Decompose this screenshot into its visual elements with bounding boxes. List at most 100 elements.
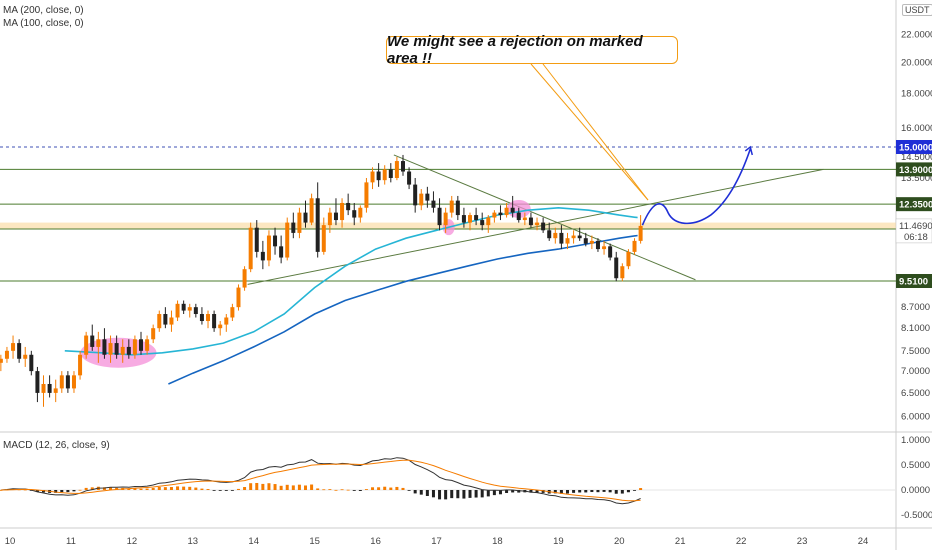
candle-body[interactable] [522,217,527,221]
candle-body[interactable] [102,339,107,355]
candle-body[interactable] [632,240,637,252]
candle-body[interactable] [53,388,58,393]
candle-body[interactable] [266,235,271,261]
candle-body[interactable] [565,238,570,244]
candle-body[interactable] [248,227,253,270]
candle-body[interactable] [535,222,540,226]
candle-body[interactable] [17,343,22,359]
candle-body[interactable] [620,266,625,279]
candle-body[interactable] [614,257,619,279]
candle-body[interactable] [236,287,241,308]
candle-body[interactable] [468,215,473,223]
candle-body[interactable] [4,350,9,359]
candle-body[interactable] [90,335,95,347]
candle-body[interactable] [108,343,113,355]
candle-body[interactable] [455,200,460,216]
candle-body[interactable] [212,314,217,329]
candle-body[interactable] [187,307,192,311]
candle-body[interactable] [388,169,393,178]
candle-body[interactable] [199,314,204,322]
candle-body[interactable] [297,212,302,233]
candle-body[interactable] [370,171,375,183]
candle-body[interactable] [486,217,491,226]
candle-body[interactable] [547,230,552,239]
candle-body[interactable] [608,246,613,258]
level-badge[interactable] [896,197,932,212]
ascending-trendline[interactable] [247,168,824,285]
candle-body[interactable] [449,200,454,213]
candle-body[interactable] [132,339,137,355]
candle-body[interactable] [358,207,363,218]
ma200-label[interactable]: MA (200, close, 0) [3,5,84,16]
candle-body[interactable] [492,212,497,218]
candle-body[interactable] [595,240,600,250]
candle-body[interactable] [114,343,119,355]
level-badge[interactable] [896,162,932,177]
candle-body[interactable] [559,232,564,244]
projection-path[interactable] [641,148,752,226]
candle-body[interactable] [394,161,399,178]
candle-body[interactable] [333,212,338,221]
macd-label[interactable]: MACD (12, 26, close, 9) [3,440,110,451]
candle-body[interactable] [346,202,351,211]
candle-body[interactable] [516,212,521,221]
signal-line[interactable] [0,459,641,502]
candle-body[interactable] [41,383,46,393]
projection-arrowhead[interactable] [744,145,754,156]
candle-body[interactable] [11,343,16,351]
candle-body[interactable] [364,182,369,208]
candle-body[interactable] [541,222,546,231]
candle-body[interactable] [145,339,150,351]
candle-body[interactable] [577,235,582,239]
candle-body[interactable] [602,246,607,250]
candle-body[interactable] [589,240,594,244]
candle-body[interactable] [218,324,223,329]
candle-body[interactable] [260,251,265,261]
candle-body[interactable] [59,375,64,389]
current-price-badge[interactable] [895,218,932,244]
ma100-label[interactable]: MA (100, close, 0) [3,18,84,29]
level-badge[interactable] [896,274,932,288]
candle-body[interactable] [553,232,558,239]
candle-body[interactable] [138,339,143,351]
candle-body[interactable] [193,307,198,315]
currency-label[interactable]: USDT [902,4,932,16]
candle-body[interactable] [321,225,326,252]
candle-body[interactable] [230,307,235,318]
macd-line[interactable] [0,457,641,505]
candle-body[interactable] [474,215,479,221]
candle-body[interactable] [169,317,174,325]
candle-body[interactable] [291,222,296,233]
candle-body[interactable] [47,383,52,393]
candle-body[interactable] [400,161,405,172]
candle-body[interactable] [242,269,247,288]
candle-body[interactable] [437,207,442,226]
candle-body[interactable] [163,314,168,325]
candle-body[interactable] [431,200,436,208]
candle-body[interactable] [279,246,284,258]
candle-body[interactable] [315,198,320,252]
ma100-line[interactable] [64,206,638,356]
candle-body[interactable] [309,198,314,223]
candle-body[interactable] [273,235,278,247]
candle-body[interactable] [638,225,643,241]
candle-body[interactable] [407,171,412,185]
candle-body[interactable] [206,314,211,322]
candle-body[interactable] [0,358,3,363]
candle-body[interactable] [340,202,345,221]
candle-body[interactable] [285,222,290,258]
descending-trendline[interactable] [393,154,696,281]
candle-body[interactable] [498,212,503,216]
candle-body[interactable] [71,375,76,389]
candle-body[interactable] [510,207,515,213]
candle-body[interactable] [461,215,466,223]
candle-body[interactable] [504,207,509,216]
candle-body[interactable] [626,251,631,267]
candle-body[interactable] [23,354,28,359]
candle-body[interactable] [84,335,89,355]
candle-body[interactable] [157,314,162,329]
candle-body[interactable] [571,235,576,239]
level-badge[interactable] [896,140,932,154]
candle-body[interactable] [175,303,180,318]
